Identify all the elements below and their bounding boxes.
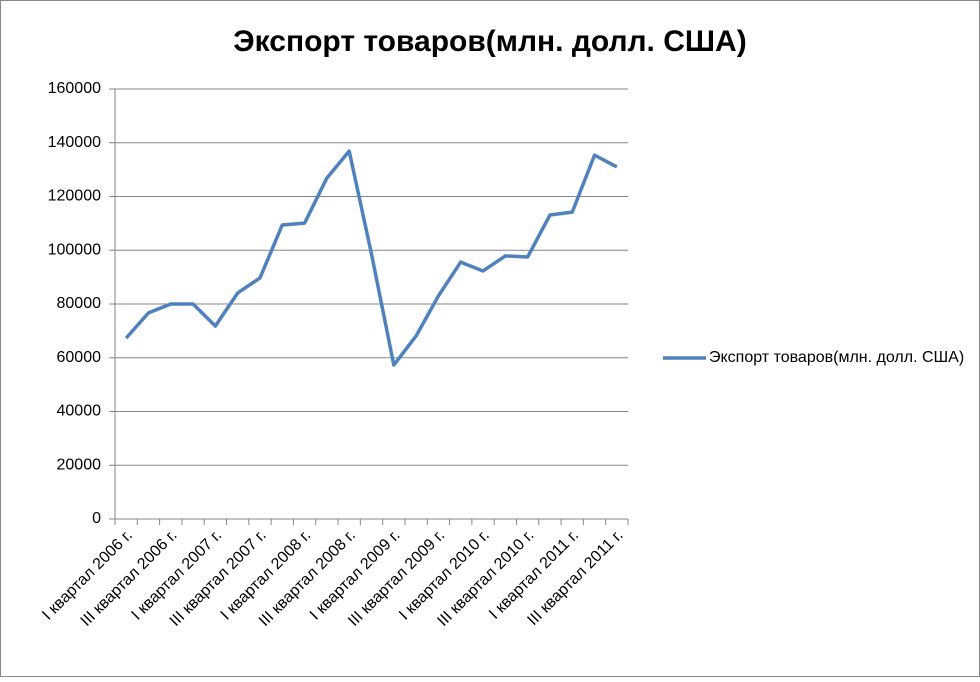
y-tick-label: 160000 xyxy=(48,80,101,97)
y-tick-label: 80000 xyxy=(57,295,102,312)
legend-label: Экспорт товаров(млн. долл. США) xyxy=(709,349,965,366)
y-tick-label: 0 xyxy=(92,510,101,527)
y-tick-label: 100000 xyxy=(48,241,101,258)
legend-box: Экспорт товаров(млн. долл. США) xyxy=(709,349,965,366)
y-tick-label: 60000 xyxy=(57,349,102,366)
chart-title: Экспорт товаров(млн. долл. США) xyxy=(233,25,746,58)
y-tick-label: 40000 xyxy=(57,403,102,420)
y-tick-label: 20000 xyxy=(57,456,102,473)
y-tick-label: 120000 xyxy=(48,188,101,205)
y-tick-label: 140000 xyxy=(48,134,101,151)
series-line xyxy=(124,149,618,367)
